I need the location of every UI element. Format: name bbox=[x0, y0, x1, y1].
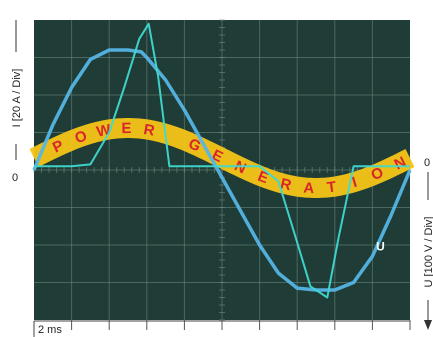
banner-letter: R bbox=[279, 175, 294, 194]
banner-letter: R bbox=[142, 121, 156, 140]
grid-lines bbox=[33, 19, 411, 321]
banner-letter: I bbox=[350, 174, 359, 191]
trace-annotations: U bbox=[376, 240, 385, 254]
right-axis-label: U [100 V / Div] bbox=[423, 217, 433, 288]
banner-letter: W bbox=[95, 121, 113, 141]
right-axis-arrowhead bbox=[424, 320, 432, 330]
banner-band bbox=[29, 118, 415, 198]
banner-letter: T bbox=[326, 178, 337, 196]
banner-letter: A bbox=[303, 179, 315, 197]
voltage-trace bbox=[32, 48, 412, 292]
current-trace bbox=[34, 22, 410, 299]
left-zero-label: 0 bbox=[12, 172, 18, 184]
banner-letter: E bbox=[121, 120, 131, 137]
time-scale-label: 2 ms bbox=[38, 324, 62, 336]
trace-layer bbox=[32, 22, 412, 299]
voltage-trace-label: U bbox=[376, 240, 385, 254]
left-axis-label: I [20 A / Div] bbox=[11, 69, 23, 128]
bottom-axis-ticks bbox=[71, 320, 411, 330]
right-zero-label: 0 bbox=[424, 157, 430, 169]
